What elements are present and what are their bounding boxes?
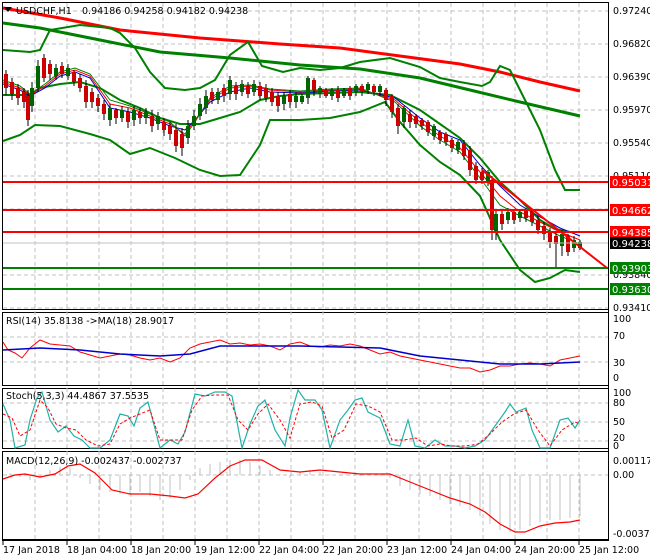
svg-text:0: 0	[613, 441, 619, 452]
svg-text:25 Jan 12:00: 25 Jan 12:00	[579, 545, 639, 556]
mid-ma-line	[2, 21, 581, 118]
stoch-main-line	[2, 388, 581, 451]
bollinger-upper	[2, 23, 580, 191]
svg-text:0.95540: 0.95540	[613, 138, 650, 149]
svg-text:0.94662: 0.94662	[612, 206, 650, 217]
svg-text:80: 80	[613, 398, 625, 409]
bollinger-lower	[2, 100, 581, 284]
svg-text:50: 50	[613, 417, 625, 428]
collapse-triangle-icon[interactable]	[4, 7, 12, 12]
stoch-axis: 100 80 50 20 0	[613, 388, 631, 452]
svg-text:22 Jan 20:00: 22 Jan 20:00	[323, 545, 383, 556]
svg-text:0.95031: 0.95031	[612, 178, 650, 189]
svg-text:0.93410: 0.93410	[613, 303, 650, 314]
svg-text:17 Jan 2018: 17 Jan 2018	[3, 545, 60, 556]
macd-signal-line	[2, 459, 581, 533]
svg-text:0.96390: 0.96390	[613, 72, 650, 83]
svg-text:24 Jan 20:00: 24 Jan 20:00	[515, 545, 575, 556]
svg-text:0.93630: 0.93630	[612, 285, 650, 296]
candles	[4, 54, 582, 268]
svg-text:30: 30	[613, 358, 625, 369]
svg-text:18 Jan 04:00: 18 Jan 04:00	[67, 545, 127, 556]
svg-text:22 Jan 04:00: 22 Jan 04:00	[259, 545, 319, 556]
resistance-levels[interactable]	[3, 181, 608, 233]
svg-text:100: 100	[613, 388, 631, 399]
svg-text:0.95970: 0.95970	[613, 105, 650, 116]
support-levels[interactable]	[3, 267, 608, 290]
rsi-ma-line	[2, 345, 581, 365]
time-axis: 17 Jan 2018 18 Jan 04:00 18 Jan 20:00 19…	[2, 540, 639, 556]
chart-header-ohlc: 0.94186 0.94258 0.94182 0.94238	[82, 6, 248, 17]
svg-text:24 Jan 04:00: 24 Jan 04:00	[451, 545, 511, 556]
stoch-signal-line	[2, 394, 581, 447]
svg-text:0.94385: 0.94385	[612, 228, 650, 239]
svg-text:0: 0	[613, 373, 619, 384]
rsi-line	[2, 339, 581, 373]
svg-text:100: 100	[613, 314, 631, 325]
svg-text:19 Jan 12:00: 19 Jan 12:00	[195, 545, 255, 556]
stoch-label: Stoch(5,3,3) 44.4867 37.5535	[6, 391, 149, 402]
svg-text:0.97240: 0.97240	[613, 6, 650, 17]
svg-text:0.94238: 0.94238	[612, 239, 650, 250]
svg-text:20: 20	[613, 433, 625, 444]
svg-text:0.00: 0.00	[613, 470, 634, 481]
rsi-axis: 100 70 30 0	[613, 314, 631, 384]
svg-text:0.93903: 0.93903	[612, 264, 650, 275]
svg-text:0.001173: 0.001173	[613, 456, 650, 467]
svg-text:23 Jan 12:00: 23 Jan 12:00	[387, 545, 447, 556]
macd-label: MACD(12,26,9) -0.002437 -0.002737	[6, 456, 182, 467]
svg-text:0.93840: 0.93840	[613, 270, 650, 281]
chart-header-symbol: USDCHF,H1	[16, 6, 72, 17]
rsi-label: RSI(14) 35.8138 ->MA(18) 28.9017	[6, 316, 174, 327]
price-tags: 0.95031 0.94662 0.94385 0.94238 0.93903 …	[610, 176, 650, 296]
svg-text:0.96820: 0.96820	[613, 39, 650, 50]
svg-text:18 Jan 20:00: 18 Jan 20:00	[131, 545, 191, 556]
macd-histogram	[9, 460, 581, 532]
downtrend-line[interactable]	[481, 169, 608, 269]
macd-axis: 0.001173 0.00 -0.003731	[613, 456, 650, 540]
svg-text:70: 70	[613, 331, 625, 342]
svg-text:-0.003731: -0.003731	[613, 529, 650, 540]
